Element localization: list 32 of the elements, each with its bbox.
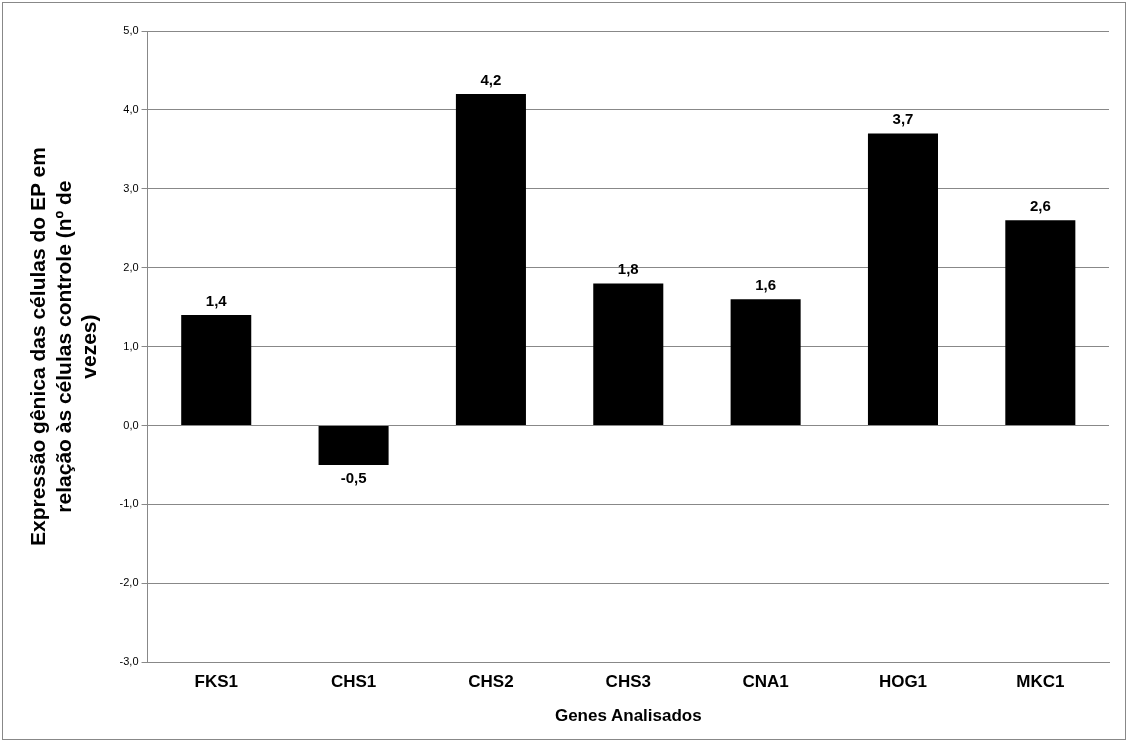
x-axis-title: Genes Analisados [554, 706, 702, 726]
bar [1005, 220, 1076, 425]
bar [455, 94, 526, 425]
y-tick-label: 2,0 [123, 260, 139, 273]
x-tick-label: CHS2 [468, 672, 514, 692]
y-tick-label: 5,0 [123, 24, 139, 37]
data-label: 1,6 [755, 275, 777, 293]
y-tick-label: 0,0 [123, 418, 139, 431]
data-label: 1,4 [205, 291, 228, 309]
bar [867, 133, 938, 425]
bar [593, 283, 664, 425]
bar [181, 315, 252, 425]
y-tick-label: -1,0 [119, 497, 139, 510]
x-tick-label: CHS1 [330, 672, 377, 692]
x-tick-label: MKC1 [1016, 672, 1065, 692]
data-label: 1,8 [617, 260, 639, 278]
y-tick-label: 4,0 [123, 102, 139, 115]
bar [730, 299, 801, 425]
data-label: 4,2 [480, 70, 502, 88]
data-label: 3,7 [892, 110, 914, 128]
y-tick-label: 3,0 [123, 181, 139, 194]
bar [318, 426, 389, 465]
data-label: 2,6 [1029, 197, 1051, 214]
y-tick-label: 1,0 [123, 339, 139, 352]
x-tick-label: CNA1 [742, 672, 789, 692]
x-tick-label: FKS1 [194, 672, 238, 692]
y-tick-label: -2,0 [119, 576, 139, 589]
x-tick-label: HOG1 [878, 672, 928, 692]
y-axis-title: Expressão gênica das células do EP em relação às células controle (nº de vezes) [26, 147, 100, 547]
y-tick-label: -3,0 [119, 655, 139, 668]
x-tick-label: CHS3 [605, 672, 651, 692]
data-label: -0,5 [340, 468, 367, 486]
